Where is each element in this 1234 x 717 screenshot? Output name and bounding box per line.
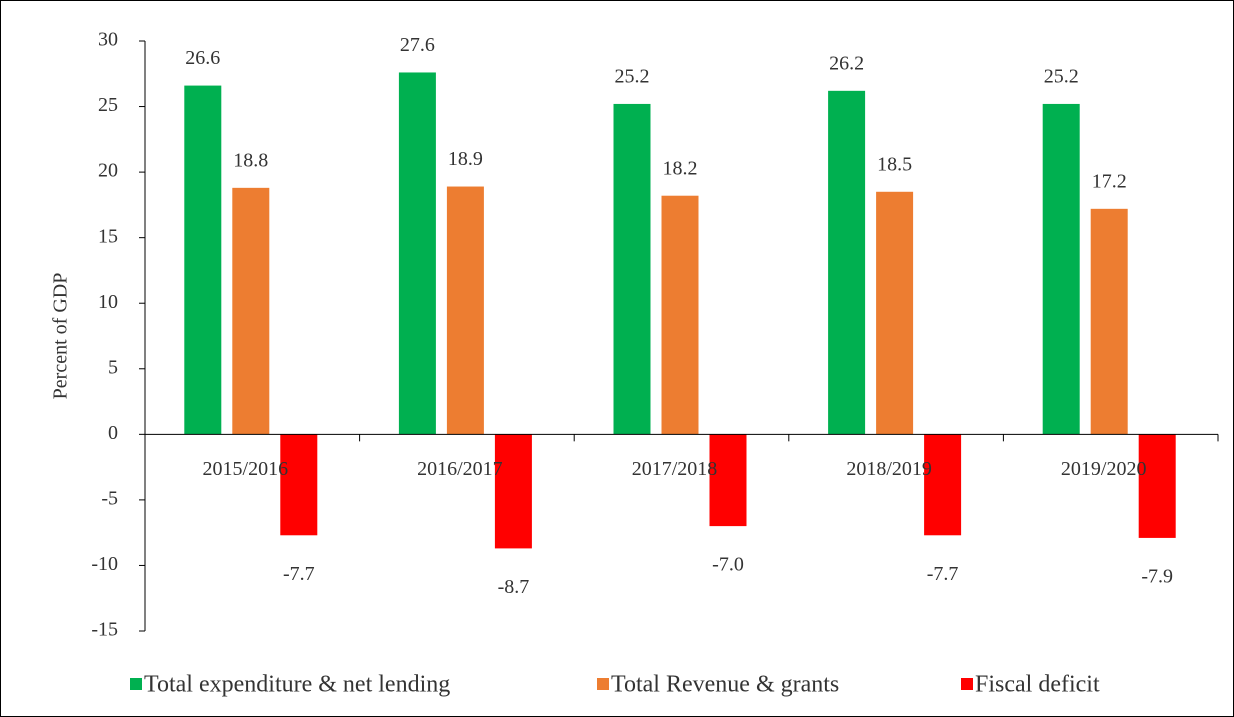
data-label: 17.2 <box>1092 170 1127 192</box>
data-label: 25.2 <box>1044 66 1079 88</box>
bar <box>828 90 866 435</box>
bar <box>232 187 270 435</box>
x-tick-label: 2016/2017 <box>417 458 503 480</box>
legend-label: Total Revenue & grants <box>611 672 839 698</box>
legend-label: Total expenditure & net lending <box>144 672 450 698</box>
bar <box>398 72 436 435</box>
y-tick-label: 30 <box>98 29 118 51</box>
bar <box>1090 208 1128 435</box>
legend-swatch <box>597 678 609 690</box>
bar <box>1138 434 1176 538</box>
legend-label: Fiscal deficit <box>975 672 1100 698</box>
data-label: -7.0 <box>712 554 744 576</box>
bar <box>924 434 962 536</box>
y-tick-label: 0 <box>108 422 118 444</box>
y-axis-label: Percent of GDP <box>50 273 72 400</box>
data-label: 18.8 <box>233 149 268 171</box>
data-label: -8.7 <box>498 576 530 598</box>
bar <box>184 85 222 435</box>
bar <box>661 195 699 435</box>
legend-swatch <box>130 678 142 690</box>
data-label: 25.2 <box>615 66 650 88</box>
y-tick-label: 5 <box>108 356 118 378</box>
data-label: 26.6 <box>185 47 220 69</box>
y-tick-label: -5 <box>101 487 118 509</box>
bar <box>280 434 318 536</box>
y-tick-label: -15 <box>91 619 118 641</box>
bar <box>446 186 484 435</box>
y-tick-label: 25 <box>98 94 118 116</box>
legend-swatch <box>961 678 973 690</box>
x-tick-label: 2017/2018 <box>632 458 718 480</box>
data-label: 26.2 <box>829 52 864 74</box>
data-label: 18.9 <box>448 148 483 170</box>
data-label: -7.9 <box>1141 566 1173 588</box>
bar <box>1042 103 1080 435</box>
y-tick-label: 20 <box>98 160 118 182</box>
y-tick-label: 15 <box>98 225 118 247</box>
bar <box>876 191 914 435</box>
data-label: -7.7 <box>927 563 959 585</box>
x-tick-label: 2015/2016 <box>203 458 289 480</box>
y-tick-label: -10 <box>91 553 118 575</box>
data-label: 27.6 <box>400 34 435 56</box>
data-label: -7.7 <box>283 563 315 585</box>
bar <box>494 434 532 549</box>
data-label: 18.2 <box>663 157 698 179</box>
bar <box>613 103 651 435</box>
data-label: 18.5 <box>877 153 912 175</box>
y-tick-label: 10 <box>98 291 118 313</box>
bar <box>709 434 747 527</box>
x-tick-label: 2019/2020 <box>1061 458 1147 480</box>
x-tick-label: 2018/2019 <box>846 458 932 480</box>
